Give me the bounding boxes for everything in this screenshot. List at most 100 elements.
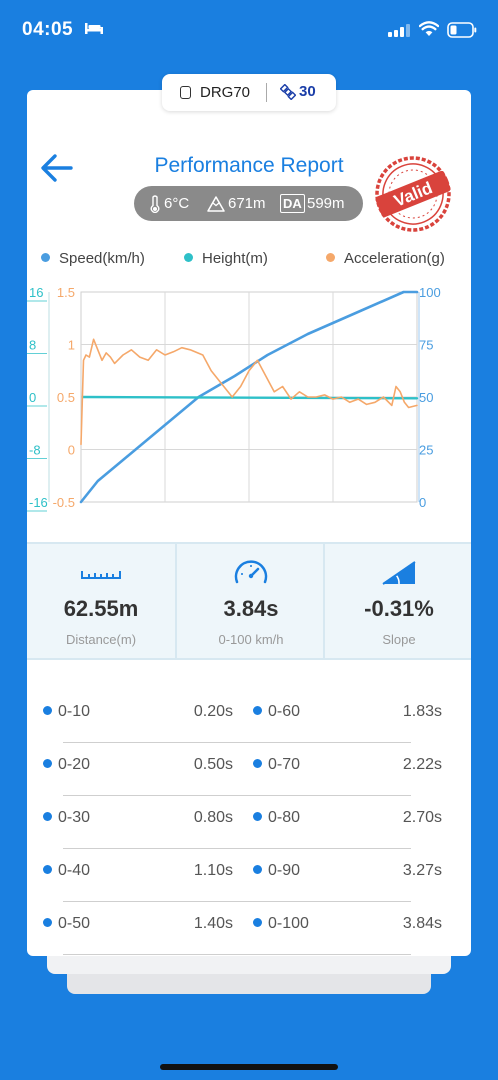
row-divider — [63, 901, 411, 902]
thermometer-icon — [150, 195, 160, 213]
legend-height: Height(m) — [184, 250, 268, 267]
acceleration-tick-label: 0 — [68, 443, 75, 458]
conditions-pill: 6°C 671m DA 599m — [134, 186, 363, 221]
split-left-range: 0-50 — [43, 915, 90, 933]
report-card: Performance Report 6°C 671m DA 599m Vali… — [27, 90, 471, 956]
split-row: 0-10 0.20s 0-60 1.83s — [27, 690, 471, 743]
split-row: 0-40 1.10s 0-90 3.27s — [27, 849, 471, 902]
bullet-dot — [43, 812, 52, 821]
legend-height-dot — [184, 253, 193, 262]
bullet-dot — [43, 918, 52, 927]
row-divider — [63, 848, 411, 849]
acceleration-tick-label: -0.5 — [53, 495, 75, 510]
row-divider — [63, 954, 411, 955]
split-left-time: 0.80s — [193, 809, 233, 826]
speed-tick-label: 75 — [419, 338, 433, 353]
stat-slope: -0.31% Slope — [323, 544, 471, 658]
split-left-range: 0-10 — [43, 703, 90, 721]
split-left-time: 1.10s — [193, 862, 233, 879]
split-right-range: 0-100 — [253, 915, 309, 933]
acceleration-tick-label: 0.5 — [57, 390, 75, 405]
series-line-acceleration — [80, 338, 418, 446]
split-right-range: 0-90 — [253, 862, 300, 880]
distance-value: 62.55m — [63, 596, 139, 621]
satellite-icon — [280, 84, 296, 100]
bullet-dot — [43, 759, 52, 768]
split-row: 0-50 1.40s 0-100 3.84s — [27, 902, 471, 955]
split-left-range: 0-30 — [43, 809, 90, 827]
split-left-time: 0.50s — [193, 756, 233, 773]
device-name: DRG70 — [200, 84, 251, 101]
stat-acceleration-time: 3.84s 0-100 km/h — [175, 544, 325, 658]
legend-acceleration: Acceleration(g) — [326, 250, 445, 267]
split-row: 0-20 0.50s 0-70 2.22s — [27, 743, 471, 796]
status-time: 04:05 — [22, 19, 74, 40]
mountain-icon — [207, 196, 225, 212]
split-right-time: 3.84s — [402, 915, 442, 932]
speed-tick-label: 50 — [419, 390, 433, 405]
distance-label: Distance(m) — [65, 632, 137, 647]
density-altitude-badge: DA — [280, 194, 305, 213]
bullet-dot — [43, 865, 52, 874]
valid-stamp: Valid — [375, 156, 451, 232]
page-title: Performance Report — [154, 154, 344, 177]
split-left-range: 0-20 — [43, 756, 90, 774]
legend-speed: Speed(km/h) — [41, 250, 145, 267]
device-icon — [180, 86, 191, 99]
split-row: 0-30 0.80s 0-80 2.70s — [27, 796, 471, 849]
bullet-dot — [253, 706, 262, 715]
wifi-icon — [419, 21, 439, 36]
legend-acceleration-label: Acceleration(g) — [344, 250, 445, 267]
split-right-range: 0-60 — [253, 703, 300, 721]
temperature-value: 6°C — [164, 195, 190, 212]
altitude-value: 671m — [228, 195, 266, 212]
speed-tick-label: 0 — [419, 495, 426, 510]
row-divider — [63, 742, 411, 743]
series-line-speed — [79, 290, 419, 504]
split-right-time: 2.70s — [402, 809, 442, 826]
split-right-range: 0-80 — [253, 809, 300, 827]
cellular-signal-icon — [388, 24, 410, 37]
split-right-time: 1.83s — [402, 703, 442, 720]
sleep-mode-icon — [85, 23, 103, 34]
split-left-time: 1.40s — [193, 915, 233, 932]
back-arrow-icon[interactable] — [40, 153, 74, 183]
stats-panel: 62.55m Distance(m) 3.84s 0-100 km/h -0.3… — [27, 542, 471, 660]
ruler-icon — [81, 571, 121, 579]
legend-height-label: Height(m) — [202, 250, 268, 267]
height-tick-label: -16 — [29, 495, 48, 510]
height-tick-label: 0 — [29, 390, 36, 405]
height-tick-label: 8 — [29, 338, 36, 353]
divider — [266, 83, 267, 102]
performance-chart: 16 8 0 -8 -16 1.5 1 0.5 0 -0.5 100 75 50 25 0 — [27, 285, 441, 512]
split-left-range: 0-40 — [43, 862, 90, 880]
acceleration-tick-label: 1.5 — [57, 285, 75, 300]
zero-to-hundred-label: 0-100 km/h — [218, 632, 284, 647]
split-right-time: 3.27s — [402, 862, 442, 879]
split-left-time: 0.20s — [193, 703, 233, 720]
speedometer-icon — [234, 560, 268, 584]
bullet-dot — [43, 706, 52, 715]
split-right-range: 0-70 — [253, 756, 300, 774]
bullet-dot — [253, 812, 262, 821]
legend-speed-dot — [41, 253, 50, 262]
bullet-dot — [253, 918, 262, 927]
device-info-tab[interactable]: DRG70 30 — [162, 74, 336, 111]
slope-label: Slope — [382, 632, 416, 647]
battery-icon — [447, 22, 477, 38]
split-right-time: 2.22s — [402, 756, 442, 773]
satellite-count: 30 — [299, 83, 316, 100]
bullet-dot — [253, 759, 262, 768]
speed-tick-label: 25 — [419, 443, 433, 458]
density-altitude-value: 599m — [307, 195, 345, 212]
row-divider — [63, 795, 411, 796]
zero-to-hundred-value: 3.84s — [223, 596, 279, 621]
height-tick-label: -8 — [29, 443, 41, 458]
bullet-dot — [253, 865, 262, 874]
series-line-height — [81, 395, 419, 400]
stat-distance: 62.55m Distance(m) — [27, 544, 175, 658]
home-indicator[interactable] — [160, 1064, 338, 1070]
height-tick-label: 16 — [29, 285, 43, 300]
speed-tick-label: 100 — [419, 285, 441, 300]
slope-value: -0.31% — [364, 596, 434, 621]
